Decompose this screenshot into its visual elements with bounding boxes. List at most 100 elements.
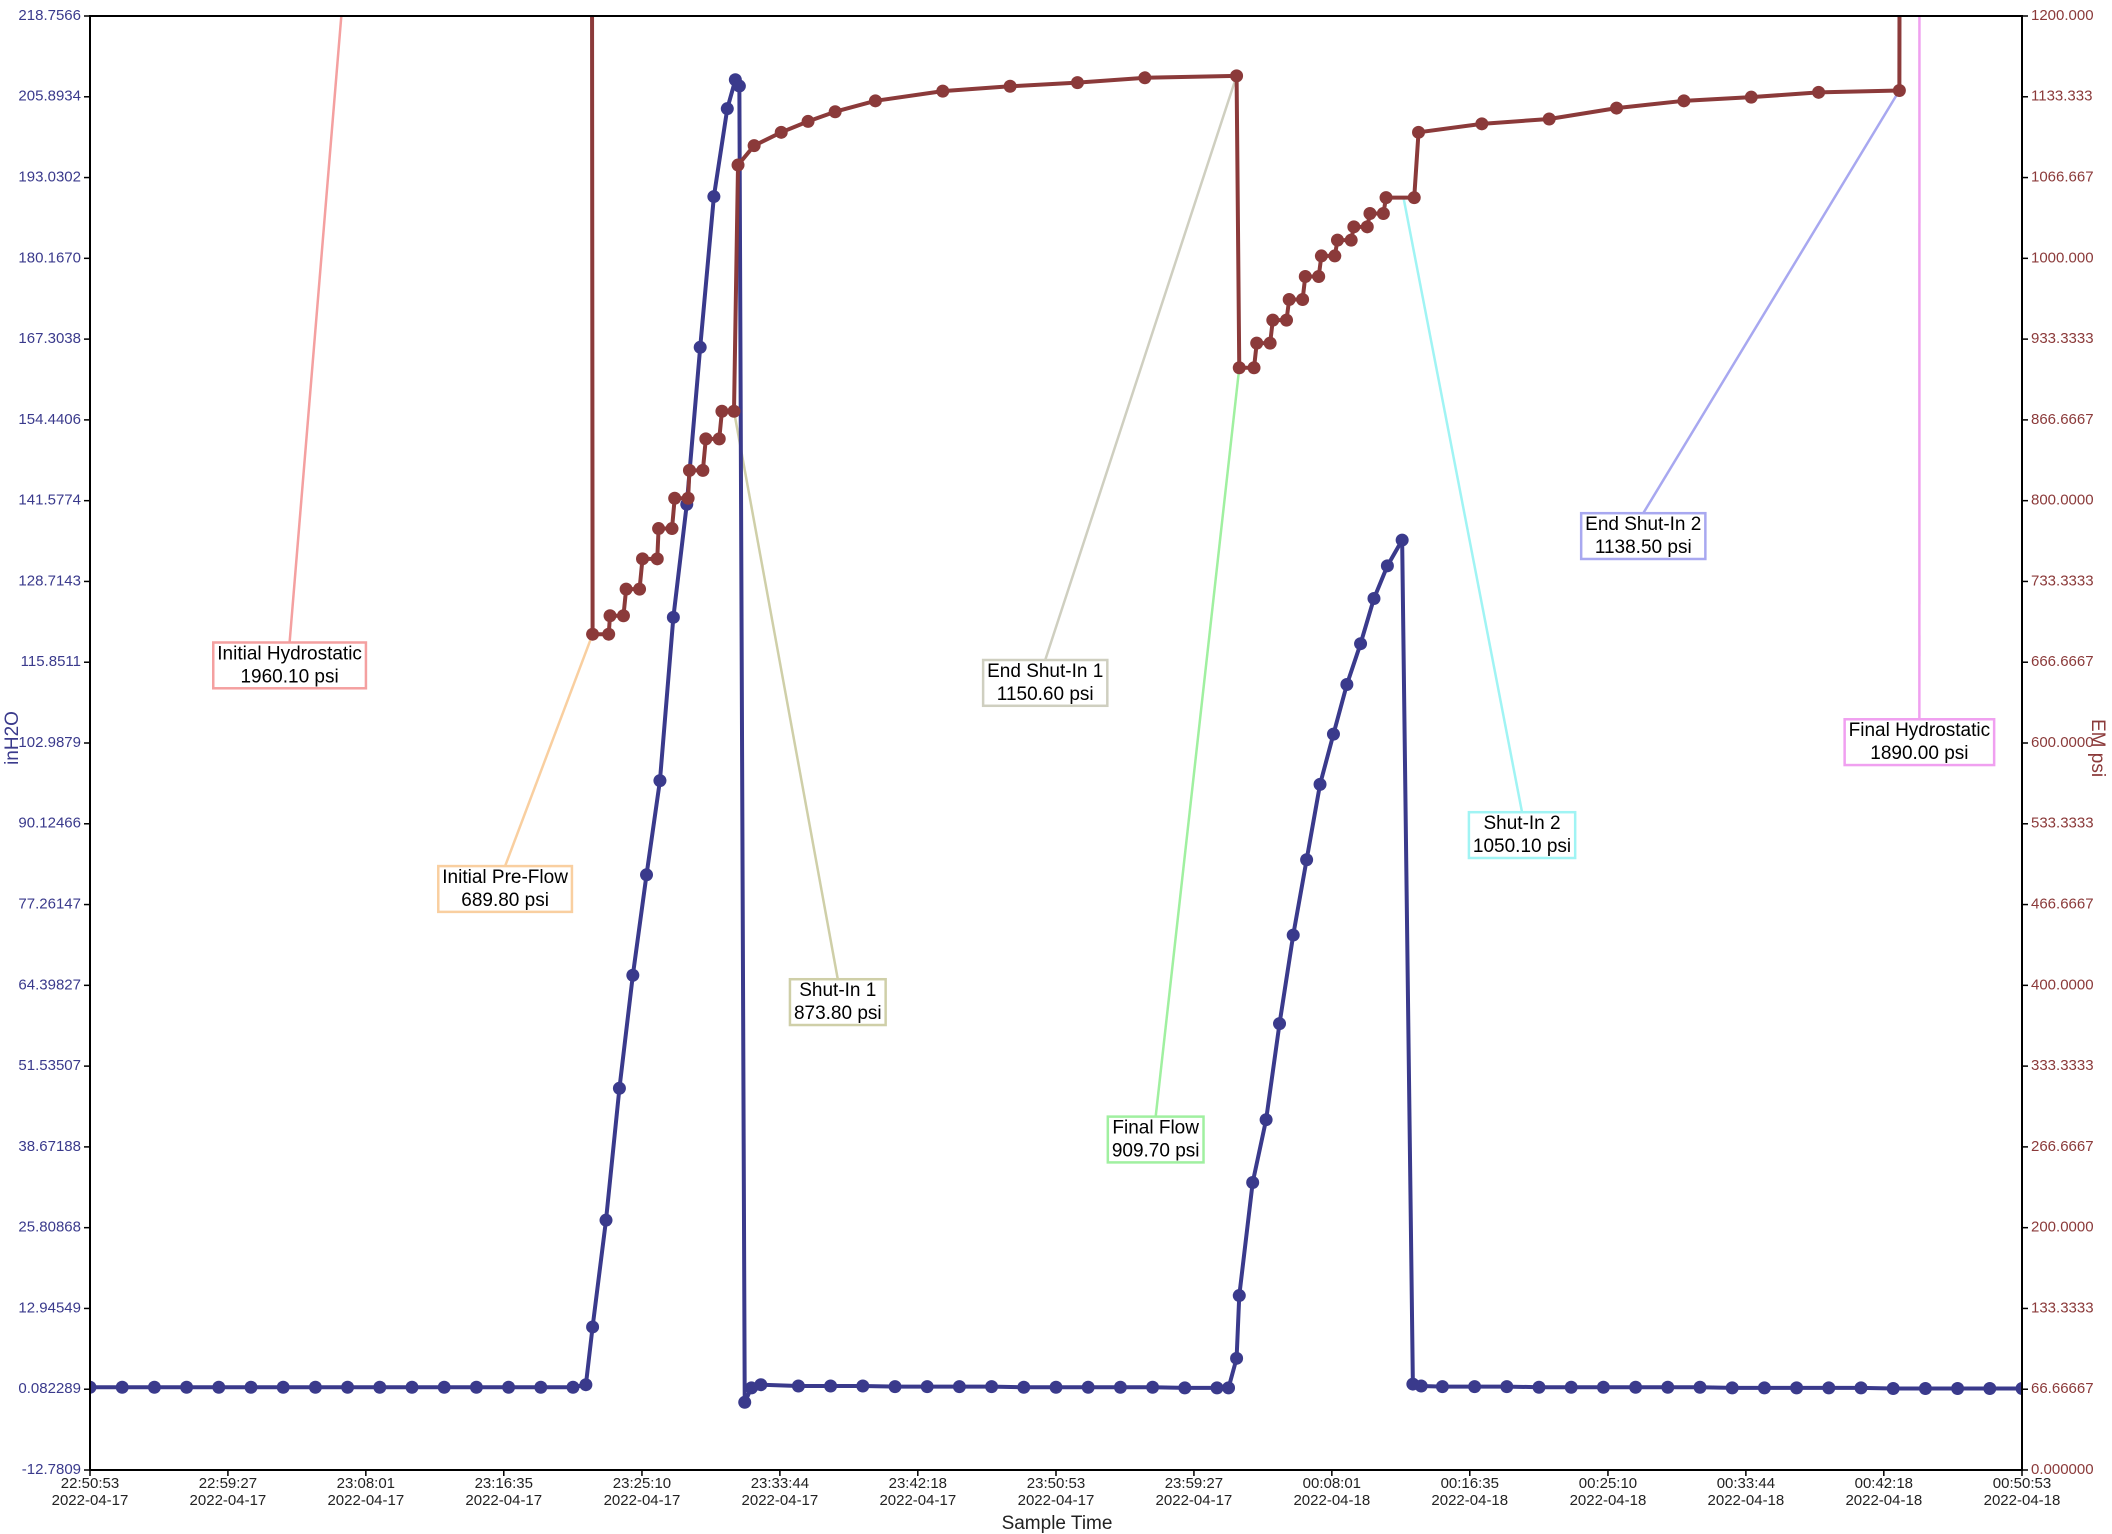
series-marker bbox=[985, 1380, 999, 1394]
series-marker bbox=[1367, 591, 1381, 605]
series-marker bbox=[665, 522, 679, 536]
series-marker bbox=[373, 1380, 387, 1394]
y2-tick-label: 466.6667 bbox=[2031, 896, 2094, 913]
y2-tick-label: 400.0000 bbox=[2031, 976, 2094, 993]
series-marker bbox=[1983, 1381, 1997, 1395]
y2-tick-label: 200.0000 bbox=[2031, 1219, 2094, 1236]
x-tick-label: 2022-04-17 bbox=[327, 1492, 404, 1509]
annotation-text: End Shut-In 2 bbox=[1585, 514, 1701, 535]
series-marker bbox=[824, 1379, 838, 1393]
series-marker bbox=[1138, 71, 1152, 85]
annotation-box bbox=[788, 977, 887, 1027]
x-tick-label: 2022-04-17 bbox=[465, 1492, 542, 1509]
series-marker bbox=[612, 1081, 626, 1095]
y-tick-label: 115.8511 bbox=[21, 653, 81, 670]
x-tick-label: 2022-04-18 bbox=[1708, 1492, 1785, 1509]
x-tick-label: 2022-04-18 bbox=[1293, 1492, 1370, 1509]
x-tick-label: 2022-04-18 bbox=[1984, 1492, 2061, 1509]
series-line bbox=[90, 77, 2022, 1405]
x-tick-label: 00:33:44 bbox=[1717, 1475, 1775, 1492]
x-tick-label: 2022-04-18 bbox=[1570, 1492, 1647, 1509]
series-marker bbox=[586, 1320, 600, 1334]
series-marker bbox=[1282, 293, 1296, 307]
series-marker bbox=[715, 404, 729, 418]
y-tick-label: 90.12466 bbox=[18, 815, 81, 832]
series-marker bbox=[1273, 1017, 1287, 1031]
series-marker bbox=[1951, 1381, 1965, 1395]
y-tick-label: 141.5774 bbox=[18, 492, 81, 509]
series-marker bbox=[469, 1380, 483, 1394]
x-axis-label: Sample Time bbox=[1002, 1513, 1113, 1534]
series-marker bbox=[696, 463, 710, 477]
series-marker bbox=[1246, 1176, 1260, 1190]
series-marker bbox=[888, 1380, 902, 1394]
series-marker bbox=[1286, 928, 1300, 942]
series-marker bbox=[599, 1213, 613, 1227]
series-marker bbox=[1340, 678, 1354, 692]
series-marker bbox=[1259, 1113, 1273, 1127]
x-tick-label: 23:50:53 bbox=[1027, 1475, 1085, 1492]
series-marker bbox=[1886, 1381, 1900, 1395]
series-marker bbox=[437, 1380, 451, 1394]
x-tick-label: 2022-04-17 bbox=[1018, 1492, 1095, 1509]
series-marker bbox=[1379, 191, 1393, 205]
series-marker bbox=[276, 1380, 290, 1394]
series-marker bbox=[699, 432, 713, 446]
series-marker bbox=[754, 1378, 768, 1392]
x-tick-label: 2022-04-17 bbox=[1156, 1492, 1233, 1509]
x-tick-label: 23:25:10 bbox=[613, 1475, 671, 1492]
y2-tick-label: 66.66667 bbox=[2031, 1380, 2094, 1397]
annotation-box bbox=[1467, 810, 1577, 860]
series-marker bbox=[244, 1380, 258, 1394]
series-marker bbox=[1693, 1380, 1707, 1394]
series-marker bbox=[801, 114, 815, 128]
series-marker bbox=[341, 1380, 355, 1394]
x-tick-label: 00:25:10 bbox=[1579, 1475, 1637, 1492]
series-marker bbox=[1230, 1351, 1244, 1365]
series-marker bbox=[1435, 1380, 1449, 1394]
series-marker bbox=[1347, 220, 1361, 234]
x-tick-label: 22:59:27 bbox=[199, 1475, 257, 1492]
series-marker bbox=[738, 1395, 752, 1409]
series-marker bbox=[1266, 313, 1280, 327]
series-marker bbox=[1070, 76, 1084, 90]
annotation-box bbox=[437, 864, 574, 914]
series-marker bbox=[1892, 84, 1906, 98]
series-marker bbox=[1677, 94, 1691, 108]
series-marker bbox=[731, 158, 745, 172]
series-marker bbox=[666, 610, 680, 624]
series-marker bbox=[1003, 79, 1017, 93]
series-marker bbox=[682, 463, 696, 477]
series-marker bbox=[1661, 1380, 1675, 1394]
y-tick-label: 77.26147 bbox=[18, 896, 81, 913]
series-marker bbox=[1232, 361, 1246, 375]
series-marker bbox=[308, 1380, 322, 1394]
annotation-value: 1050.10 psi bbox=[1473, 836, 1571, 857]
series-marker bbox=[212, 1380, 226, 1394]
series-marker bbox=[1300, 853, 1314, 867]
series-marker bbox=[603, 609, 617, 623]
y-tick-label: 180.1670 bbox=[18, 249, 81, 266]
y2-tick-label: 333.3333 bbox=[2031, 1057, 2094, 1074]
series-marker bbox=[652, 522, 666, 536]
series-marker bbox=[712, 432, 726, 446]
x-tick-label: 2022-04-17 bbox=[604, 1492, 681, 1509]
series-marker bbox=[1222, 1381, 1236, 1395]
series-marker bbox=[1250, 336, 1264, 350]
x-tick-label: 00:42:18 bbox=[1855, 1475, 1913, 1492]
series-marker bbox=[1918, 1381, 1932, 1395]
x-tick-label: 00:16:35 bbox=[1441, 1475, 1499, 1492]
y2-tick-label: 600.0000 bbox=[2031, 734, 2094, 751]
series-marker bbox=[90, 1380, 97, 1394]
series-marker bbox=[653, 774, 667, 788]
series-marker bbox=[147, 1380, 161, 1394]
series-marker bbox=[1230, 69, 1244, 83]
series-marker bbox=[1407, 191, 1421, 205]
series-marker bbox=[1500, 1380, 1514, 1394]
series-marker bbox=[1210, 1381, 1224, 1395]
annotation-text: Initial Hydrostatic bbox=[217, 643, 362, 664]
series-marker bbox=[1178, 1381, 1192, 1395]
series-marker bbox=[640, 868, 654, 882]
series-marker bbox=[1298, 270, 1312, 284]
series-marker bbox=[1475, 117, 1489, 131]
